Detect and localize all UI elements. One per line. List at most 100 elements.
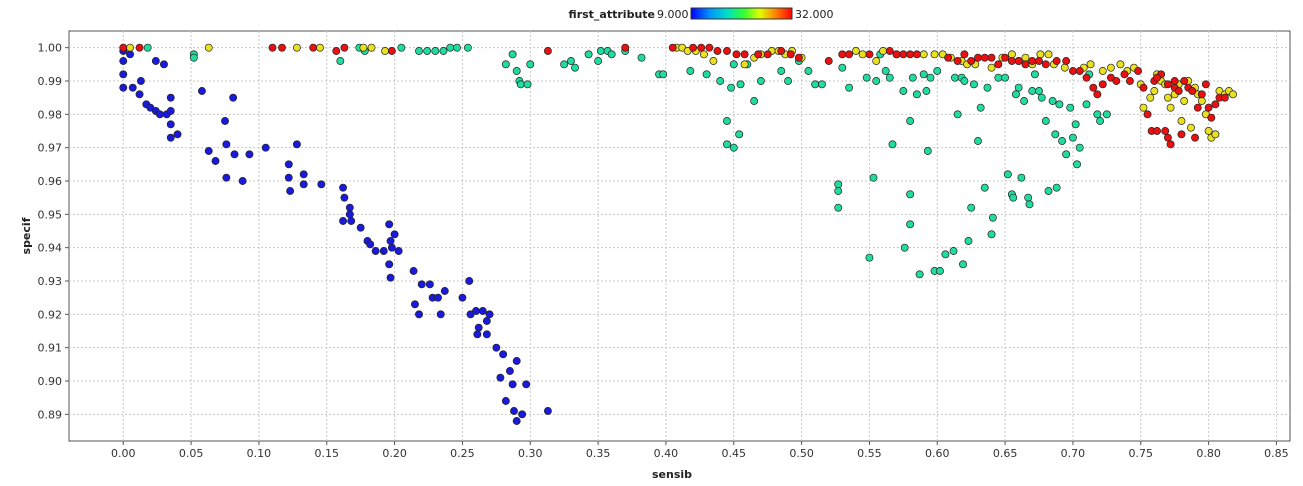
data-point <box>1153 73 1161 82</box>
y-axis-title: specif <box>20 217 33 254</box>
data-point <box>1075 67 1084 75</box>
data-point <box>949 247 958 255</box>
data-point <box>1134 67 1143 75</box>
data-point <box>1207 113 1216 122</box>
data-point <box>204 147 213 155</box>
data-point <box>474 323 483 332</box>
data-point <box>1082 73 1091 82</box>
data-point <box>959 260 967 269</box>
data-point <box>385 260 394 269</box>
data-point <box>126 50 135 59</box>
data-point <box>1139 83 1148 92</box>
data-point <box>492 343 501 352</box>
data-point <box>1098 80 1107 89</box>
data-point <box>1125 77 1134 85</box>
data-point <box>689 43 698 52</box>
data-point <box>1028 57 1037 65</box>
data-point <box>345 203 354 212</box>
data-point <box>987 230 996 239</box>
data-point <box>621 43 630 52</box>
data-point <box>709 57 718 65</box>
data-point <box>960 77 969 85</box>
data-point <box>1193 103 1202 112</box>
data-point <box>824 57 833 65</box>
data-point <box>1044 187 1053 195</box>
data-point <box>1220 93 1229 102</box>
data-point <box>332 47 341 55</box>
data-point <box>900 243 909 252</box>
color-legend: first_attribute 9.000 32.000 <box>569 7 834 21</box>
data-point <box>967 203 976 212</box>
data-point <box>906 117 915 125</box>
data-point <box>668 43 677 52</box>
data-point <box>980 53 989 62</box>
data-point <box>1089 83 1098 92</box>
data-point <box>381 47 390 55</box>
x-tick-label: 0.25 <box>450 447 475 460</box>
data-point <box>732 50 741 59</box>
data-point <box>336 57 345 65</box>
data-point <box>385 220 394 229</box>
data-point <box>804 67 813 75</box>
data-point <box>1153 127 1161 135</box>
data-point <box>567 57 575 65</box>
data-point <box>371 247 380 255</box>
data-point <box>366 240 375 249</box>
data-point <box>222 173 231 182</box>
data-point <box>944 53 953 62</box>
plot-area: 0.00 0.05 0.10 0.15 0.20 0.25 0.30 0.35 0.40 0.45… <box>38 30 1291 460</box>
y-tick-label: 0.93 <box>38 275 63 288</box>
data-point <box>950 73 959 82</box>
data-point <box>526 60 535 69</box>
data-point <box>858 50 867 59</box>
data-point <box>1012 90 1020 99</box>
x-tick-label: 0.45 <box>722 447 747 460</box>
data-point <box>1197 97 1206 105</box>
data-point <box>899 50 908 59</box>
x-tick-label: 0.80 <box>1196 447 1221 460</box>
data-point <box>892 50 901 59</box>
data-point <box>1020 97 1029 105</box>
y-tick-label: 0.92 <box>38 308 63 321</box>
data-point <box>473 330 482 339</box>
data-point <box>1055 100 1064 109</box>
data-point <box>936 267 944 275</box>
data-point <box>879 47 887 55</box>
data-point <box>136 77 145 85</box>
data-point <box>286 187 295 195</box>
data-point <box>1068 133 1077 142</box>
data-point <box>723 47 731 55</box>
data-point <box>1112 77 1121 85</box>
data-point <box>245 150 254 159</box>
data-point <box>969 80 978 89</box>
y-tick-label: 1.00 <box>38 42 63 55</box>
data-point <box>1187 123 1195 132</box>
data-point <box>1201 80 1210 89</box>
data-point <box>135 90 144 99</box>
y-tick-label: 0.94 <box>38 242 63 255</box>
data-point <box>906 220 915 229</box>
data-point <box>872 57 881 65</box>
data-point <box>926 73 935 82</box>
data-point <box>1024 193 1033 202</box>
data-point <box>1037 93 1046 102</box>
y-tick-label: 0.96 <box>38 175 63 188</box>
data-point <box>1163 80 1172 89</box>
data-point <box>1060 63 1069 72</box>
data-point <box>637 53 646 62</box>
data-point <box>284 173 293 182</box>
plot-background <box>68 30 1291 442</box>
data-point <box>1035 57 1043 65</box>
data-point <box>964 237 973 245</box>
data-point <box>268 43 277 52</box>
data-point <box>284 160 293 169</box>
data-point <box>919 70 928 79</box>
data-point <box>594 57 603 65</box>
data-point <box>166 93 175 102</box>
data-point <box>261 143 270 152</box>
data-point <box>834 203 843 212</box>
data-point <box>838 50 847 59</box>
data-point <box>1051 130 1060 139</box>
x-tick-label: 0.70 <box>1061 447 1086 460</box>
data-point <box>974 137 982 145</box>
